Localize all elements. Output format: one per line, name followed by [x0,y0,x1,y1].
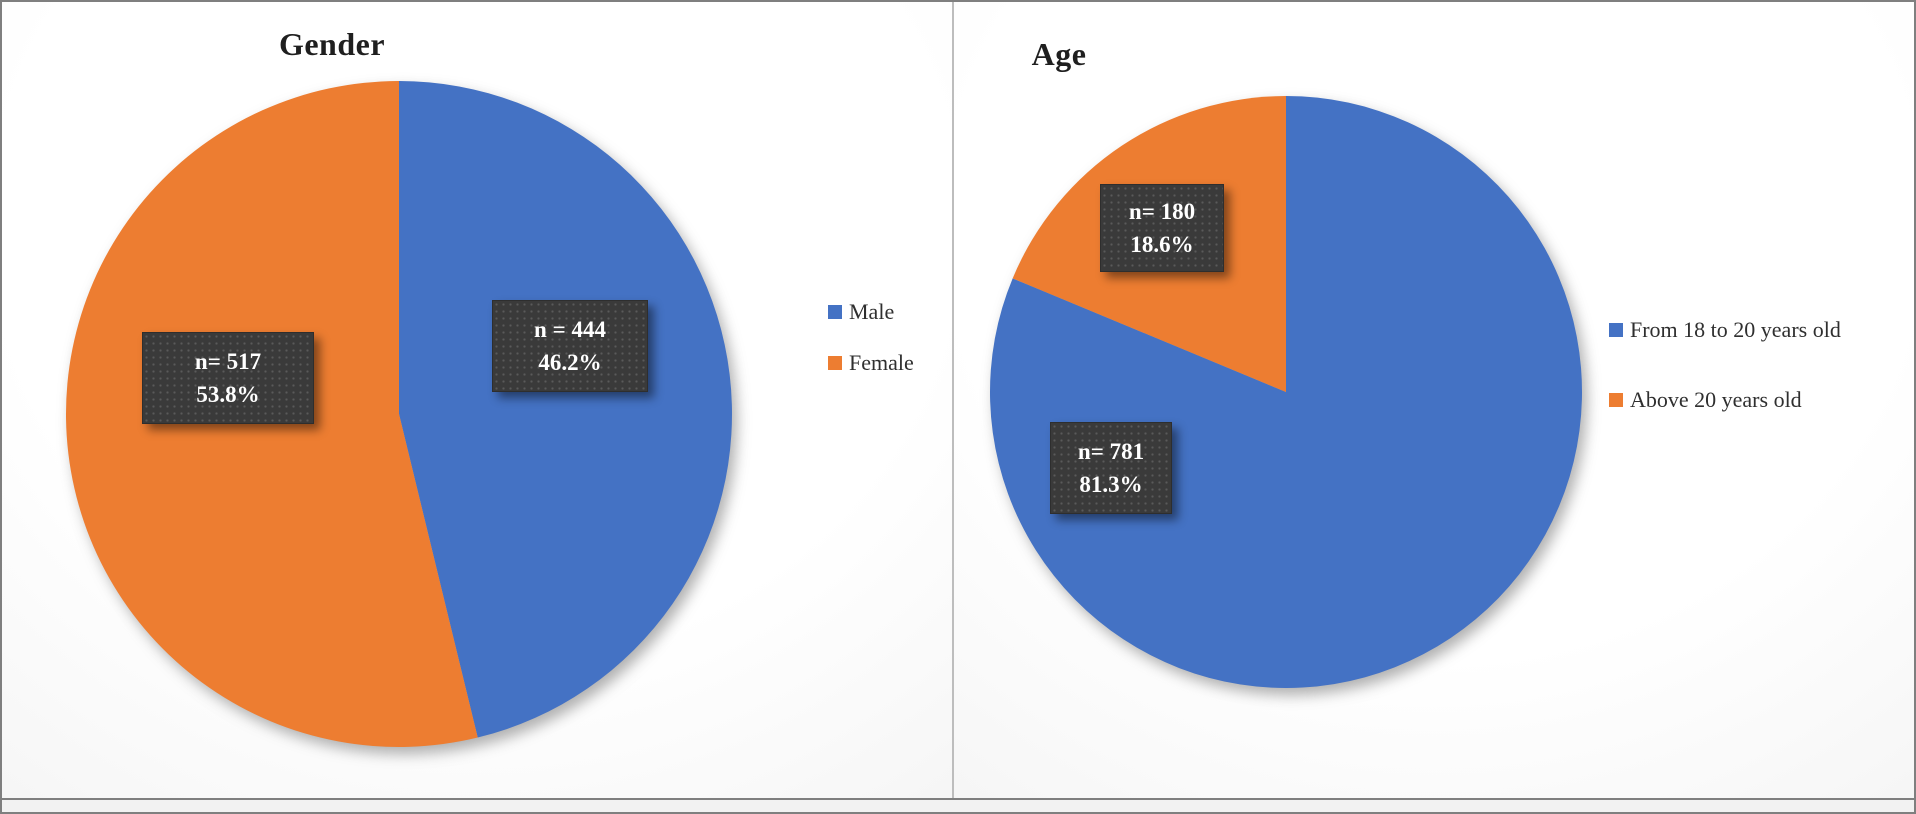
above-20-percent-label: 18.6% [1130,232,1194,257]
legend-item-18-to-20: From 18 to 20 years old [1609,317,1841,343]
legend-item-male: Male [828,299,914,325]
bottom-border-strip [2,798,1914,812]
gender-legend: Male Female [828,299,914,376]
female-percent-label: 53.8% [196,382,260,407]
age-above-20-data-label: n= 180 18.6% [1100,184,1224,272]
legend-item-above-20: Above 20 years old [1609,387,1841,413]
age-18-20-percent-label: 81.3% [1079,472,1143,497]
pie-slice-male [399,81,732,738]
gender-chart-panel: Gender n = 444 46.2% n= 517 53.8% Male F… [2,2,952,798]
above-20-count-label: n= 180 [1128,198,1196,224]
age-18-to-20-data-label: n= 781 81.3% [1050,422,1172,514]
above-20-legend-swatch-icon [1609,393,1623,407]
legend-item-female: Female [828,350,914,376]
age-chart-title: Age [1031,36,1087,72]
gender-chart-title: Gender [278,26,386,62]
male-legend-label: Male [849,299,895,324]
female-legend-label: Female [849,350,914,375]
age-chart-panel: Age n= 180 18.6% n= 781 81.3% From 18 to… [952,2,1914,798]
age-18-20-legend-label: From 18 to 20 years old [1630,317,1841,342]
charts-row: Gender n = 444 46.2% n= 517 53.8% Male F… [2,2,1914,798]
male-percent-label: 46.2% [538,350,602,375]
female-count-label: n= 517 [194,348,262,374]
gender-female-data-label: n= 517 53.8% [142,332,314,424]
above-20-legend-label: Above 20 years old [1630,387,1802,412]
pie-slice-from-18-to-20-years-old [989,96,1582,688]
gender-male-data-label: n = 444 46.2% [492,300,648,392]
age-18-20-legend-swatch-icon [1609,323,1623,337]
male-legend-swatch-icon [828,305,842,319]
age-18-20-count-label: n= 781 [1077,438,1145,464]
female-legend-swatch-icon [828,356,842,370]
age-legend: From 18 to 20 years old Above 20 years o… [1609,317,1841,413]
male-count-label: n = 444 [534,316,606,342]
